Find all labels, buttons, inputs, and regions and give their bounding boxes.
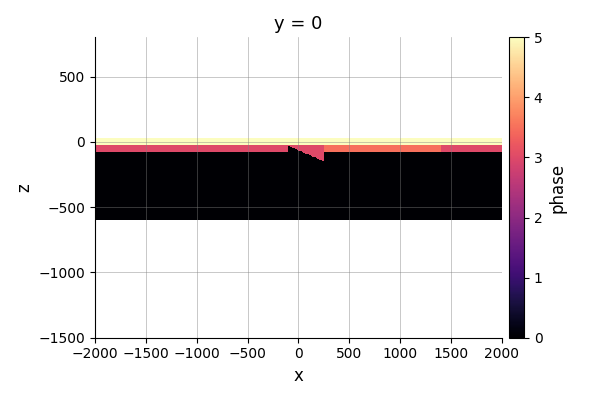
X-axis label: x: x: [293, 367, 303, 385]
Y-axis label: z: z: [15, 183, 33, 192]
Title: y = 0: y = 0: [274, 15, 322, 33]
Y-axis label: phase: phase: [548, 162, 566, 212]
